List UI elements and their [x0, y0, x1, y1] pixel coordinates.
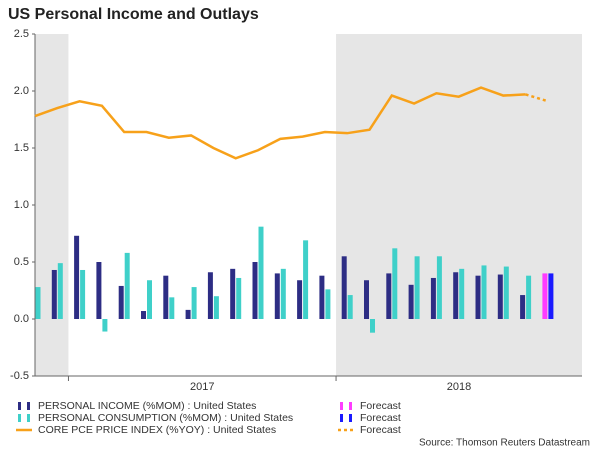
bar [258, 226, 264, 319]
bar [230, 268, 236, 319]
bar [364, 280, 369, 319]
legend-swatch [27, 414, 30, 422]
legend-swatch [349, 414, 352, 422]
bar [370, 319, 375, 333]
legend-label: Forecast [360, 424, 401, 436]
bar [503, 266, 509, 319]
y-tick-label: 0.5 [14, 256, 29, 268]
bar [548, 273, 554, 319]
bar [526, 275, 532, 319]
bar [96, 262, 102, 319]
y-tick-label: 0.0 [14, 313, 29, 325]
bar [347, 295, 353, 319]
legend-swatch [340, 402, 343, 410]
x-group-label: 2018 [447, 381, 471, 393]
bar [392, 248, 398, 319]
legend-label: PERSONAL INCOME (%MOM) : United States [38, 400, 256, 412]
bar [520, 295, 526, 319]
bar [124, 252, 130, 319]
legend-swatch [18, 414, 21, 422]
bar [57, 263, 63, 319]
x-group-label: 2017 [190, 381, 214, 393]
bar [497, 274, 503, 319]
bar [74, 235, 80, 319]
bar [325, 289, 331, 319]
bar [481, 265, 487, 319]
y-tick-label: 2.5 [14, 28, 29, 40]
y-tick-label: 1.5 [14, 142, 29, 154]
bar [459, 268, 465, 319]
bar [169, 297, 175, 319]
bar [303, 240, 309, 319]
bar [386, 273, 392, 319]
legend-swatch [18, 402, 21, 410]
legend-label: CORE PCE PRICE INDEX (%YOY) : United Sta… [38, 424, 276, 436]
y-tick-label: -0.5 [10, 370, 29, 382]
bar [542, 273, 548, 319]
bar [118, 285, 124, 319]
legend-label: Forecast [360, 400, 401, 412]
bar [185, 309, 191, 319]
y-tick-label: 2.0 [14, 85, 29, 97]
bar [319, 275, 325, 319]
bar [236, 277, 242, 319]
bar [414, 256, 420, 319]
bar [213, 296, 219, 319]
bar [453, 272, 459, 319]
bar [191, 287, 197, 319]
bar [147, 280, 152, 319]
bar [436, 256, 442, 319]
legend-label: Forecast [360, 412, 401, 424]
line [525, 93, 549, 103]
bar [35, 287, 41, 319]
line [34, 86, 526, 160]
bar [274, 273, 280, 319]
legend-swatch [27, 402, 30, 410]
bar [207, 272, 213, 319]
legend-label: PERSONAL CONSUMPTION (%MOM) : United Sta… [38, 412, 293, 424]
chart-title: US Personal Income and Outlays [8, 6, 259, 23]
bar [102, 319, 108, 332]
legend-swatch [349, 402, 352, 410]
bar [430, 277, 436, 319]
bar [51, 269, 57, 319]
shade [35, 34, 69, 376]
bar [297, 280, 303, 319]
bar [252, 262, 258, 319]
bar [163, 275, 169, 319]
y-tick-label: 1.0 [14, 199, 29, 211]
shade [336, 34, 582, 376]
bar [141, 311, 146, 319]
legend-swatch [340, 414, 343, 422]
bar [341, 256, 347, 319]
bar [475, 275, 481, 319]
bar [280, 268, 286, 319]
bar [408, 284, 414, 319]
source: Source: Thomson Reuters Datastream [419, 438, 590, 449]
bar [80, 269, 86, 319]
